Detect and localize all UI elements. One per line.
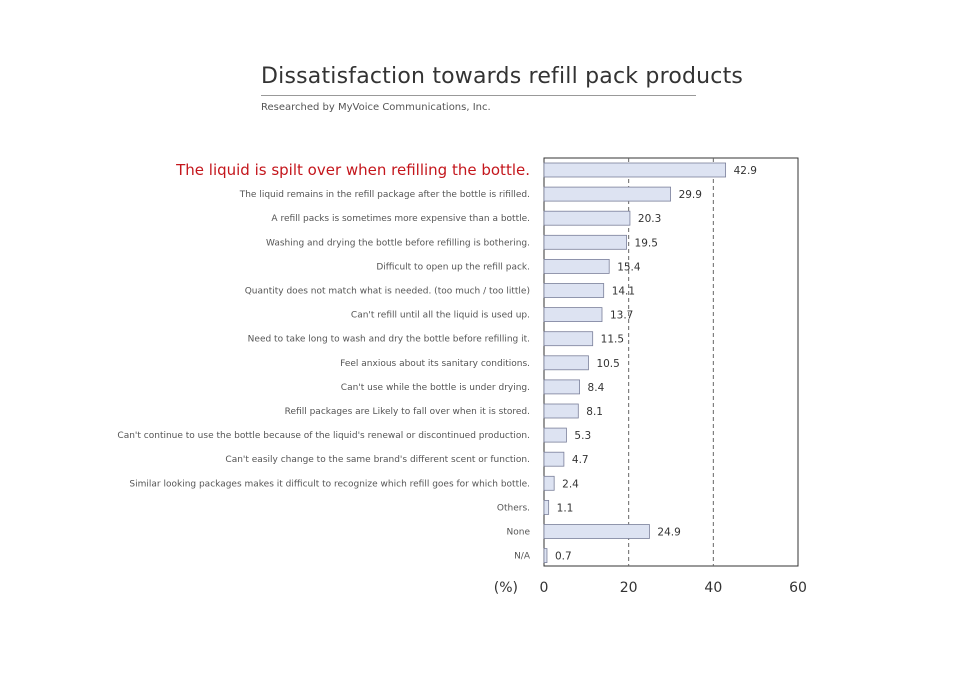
bar-13 <box>543 451 565 467</box>
bar-9 <box>543 355 589 371</box>
bar-4 <box>543 234 627 250</box>
value-label-4: 19.5 <box>635 237 658 249</box>
bar-17 <box>543 548 548 563</box>
value-label-10: 8.4 <box>588 382 605 394</box>
x-tick-label-60: 60 <box>789 580 807 596</box>
value-label-16: 24.9 <box>657 527 680 539</box>
category-label-5: Difficult to open up the refill pack. <box>376 262 530 272</box>
value-label-14: 2.4 <box>562 478 579 490</box>
value-label-7: 13.7 <box>610 310 633 322</box>
value-label-13: 4.7 <box>572 454 589 466</box>
category-label-7: Can't refill until all the liquid is use… <box>351 311 530 321</box>
value-label-5: 15.4 <box>617 261 641 273</box>
value-label-1: 42.9 <box>734 165 757 177</box>
category-label-15: Others. <box>497 503 530 513</box>
value-label-6: 14.1 <box>612 286 635 298</box>
bar-7 <box>543 307 603 323</box>
bar-12 <box>543 427 567 443</box>
category-label-3: A refill packs is sometimes more expensi… <box>271 214 530 224</box>
bar-5 <box>543 258 610 274</box>
value-label-12: 5.3 <box>574 430 591 442</box>
x-axis-unit-label: (%) <box>494 580 518 596</box>
category-label-2: The liquid remains in the refill package… <box>239 190 530 200</box>
bar-15 <box>543 499 550 515</box>
x-tick-label-40: 40 <box>704 580 722 596</box>
category-label-11: Refill packages are Likely to fall over … <box>285 407 530 417</box>
bar-8 <box>543 331 594 347</box>
chart-title: Dissatisfaction towards refill pack prod… <box>261 64 744 89</box>
value-label-8: 11.5 <box>601 334 624 346</box>
category-label-1: The liquid is spilt over when refilling … <box>175 161 530 179</box>
bar-14 <box>543 475 555 491</box>
category-label-4: Washing and drying the bottle before ref… <box>266 238 530 248</box>
category-label-12: Can't continue to use the bottle because… <box>117 431 530 441</box>
category-label-8: Need to take long to wash and dry the bo… <box>248 335 530 345</box>
value-label-2: 29.9 <box>679 189 702 201</box>
value-label-15: 1.1 <box>557 502 574 514</box>
chart-subtitle: Researched by MyVoice Communications, In… <box>261 102 491 113</box>
value-label-11: 8.1 <box>586 406 603 418</box>
category-label-13: Can't easily change to the same brand's … <box>225 455 530 465</box>
title-divider <box>261 95 696 96</box>
category-label-9: Feel anxious about its sanitary conditio… <box>340 359 530 369</box>
value-label-3: 20.3 <box>638 213 661 225</box>
category-label-10: Can't use while the bottle is under dryi… <box>341 383 530 393</box>
bar-10 <box>543 379 580 395</box>
category-label-17: N/A <box>514 552 531 562</box>
value-label-9: 10.5 <box>596 358 619 370</box>
category-label-16: None <box>507 528 531 538</box>
bar-11 <box>543 403 579 419</box>
bar-1 <box>543 162 727 178</box>
x-tick-label-0: 0 <box>540 580 549 596</box>
category-label-6: Quantity does not match what is needed. … <box>245 287 530 297</box>
x-tick-label-20: 20 <box>620 580 638 596</box>
bar-3 <box>543 210 631 226</box>
bar-2 <box>543 186 671 202</box>
bar-6 <box>543 283 605 298</box>
category-label-14: Similar looking packages makes it diffic… <box>129 479 530 489</box>
bar-16 <box>543 524 650 539</box>
value-label-17: 0.7 <box>555 551 572 563</box>
